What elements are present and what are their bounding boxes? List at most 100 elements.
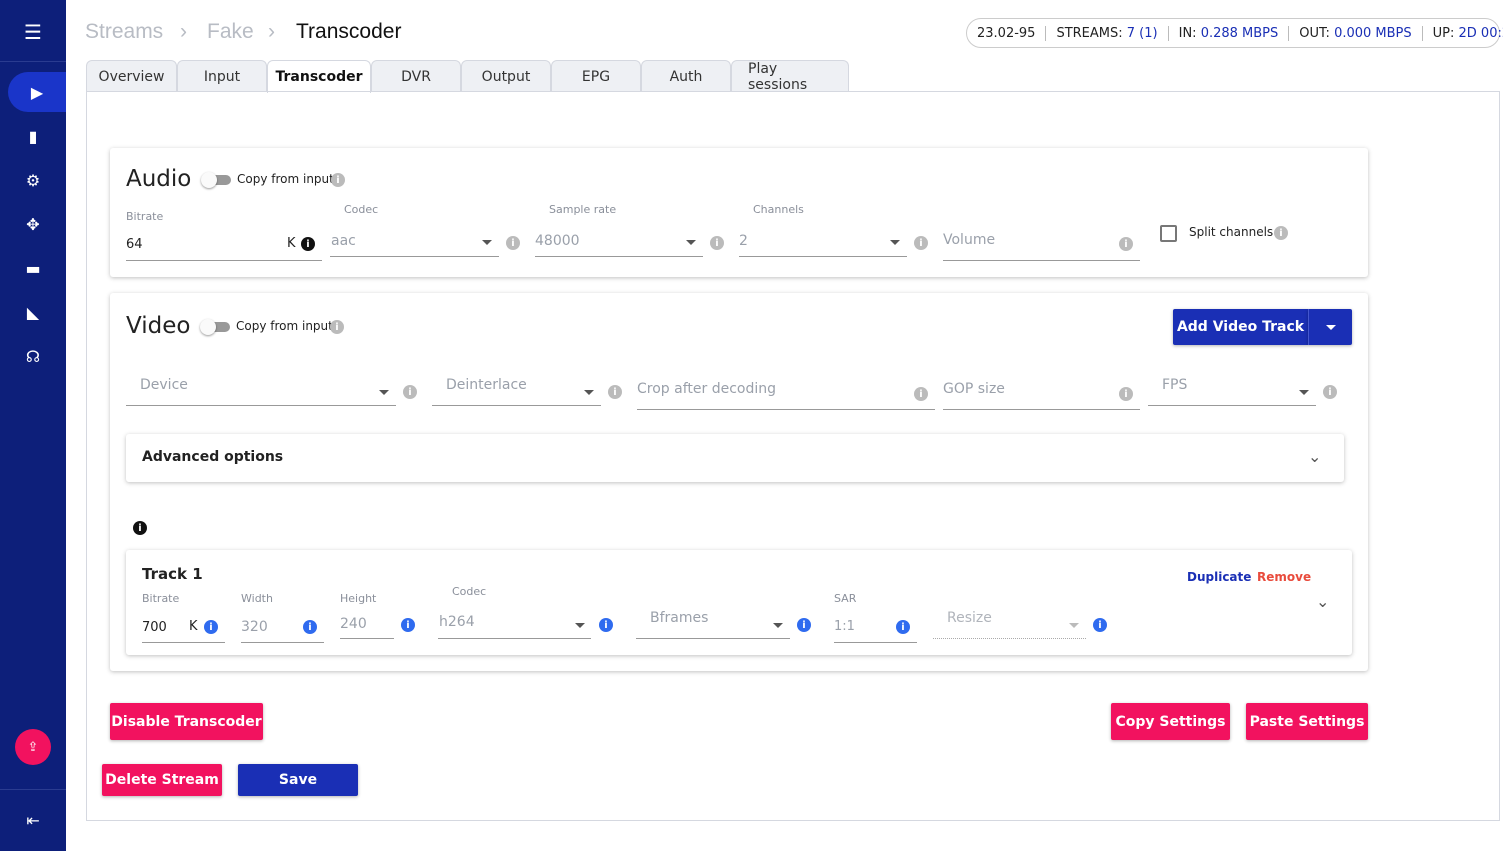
info-icon[interactable]: i	[1274, 226, 1288, 240]
caret-down-icon[interactable]	[482, 240, 492, 245]
chevron-down-icon[interactable]: ⌄	[1308, 447, 1322, 466]
audio-copy-toggle[interactable]	[201, 172, 231, 188]
monitor-icon[interactable]: ▬	[25, 258, 41, 278]
audio-bitrate-input[interactable]: 64	[126, 237, 143, 252]
track-codec-select[interactable]: h264	[439, 614, 475, 630]
info-icon[interactable]: i	[1119, 237, 1133, 251]
video-copy-label: Copy from input	[236, 319, 333, 333]
tab-play-sessions[interactable]: Play sessions	[731, 60, 849, 93]
sar-input[interactable]: 1:1	[834, 619, 855, 634]
info-icon[interactable]: i	[914, 236, 928, 250]
disable-transcoder-button[interactable]: Disable Transcoder	[110, 703, 263, 740]
advanced-options-label[interactable]: Advanced options	[142, 449, 284, 465]
headset-icon[interactable]: ☊	[25, 346, 41, 366]
breadcrumb-fake[interactable]: Fake	[207, 20, 254, 43]
bitrate-unit: K	[287, 236, 296, 251]
caret-down-icon[interactable]	[379, 390, 389, 395]
info-icon[interactable]: i	[301, 237, 315, 251]
device-select[interactable]: Device	[140, 377, 188, 393]
info-icon[interactable]: i	[133, 521, 147, 535]
info-icon[interactable]: i	[1119, 387, 1133, 401]
track-bitrate-input[interactable]: 700	[142, 620, 167, 635]
underline	[637, 409, 935, 410]
tab-dvr[interactable]: DVR	[371, 60, 461, 92]
upload-icon[interactable]: ⇪	[15, 729, 51, 765]
video-copy-toggle[interactable]	[200, 319, 230, 335]
info-icon[interactable]: i	[506, 236, 520, 250]
remove-button[interactable]: Remove	[1257, 570, 1312, 584]
underline	[330, 256, 499, 257]
tab-auth[interactable]: Auth	[641, 60, 731, 92]
height-input[interactable]: 240	[340, 616, 367, 632]
save-button[interactable]: Save	[238, 764, 358, 796]
split-channels-label: Split channels	[1189, 225, 1274, 239]
crop-input[interactable]: Crop after decoding	[637, 381, 776, 397]
width-input[interactable]: 320	[241, 619, 268, 635]
caret-down-icon[interactable]	[686, 240, 696, 245]
advanced-options-panel[interactable]	[126, 434, 1344, 482]
info-icon[interactable]: i	[1323, 385, 1337, 399]
caret-down-icon[interactable]	[575, 623, 585, 628]
track-title: Track 1	[142, 565, 203, 583]
underline	[636, 638, 790, 639]
info-icon[interactable]: i	[331, 173, 345, 187]
underline	[1148, 405, 1316, 406]
page-title: Transcoder	[296, 20, 402, 43]
fps-select[interactable]: FPS	[1162, 377, 1188, 393]
delete-stream-button[interactable]: Delete Stream	[102, 764, 222, 796]
track-bitrate-label: Bitrate	[142, 592, 180, 605]
caret-down-icon[interactable]	[1299, 390, 1309, 395]
channels-select[interactable]: 2	[739, 233, 748, 249]
volume-input[interactable]: Volume	[943, 232, 996, 248]
info-icon[interactable]: i	[403, 385, 417, 399]
caret-down-icon[interactable]	[584, 390, 594, 395]
streams-count: STREAMS: 7 (1)	[1046, 25, 1169, 41]
underline	[943, 409, 1140, 410]
audio-copy-label: Copy from input	[237, 172, 334, 186]
info-icon[interactable]: i	[1093, 618, 1107, 632]
gear-icon[interactable]: ⚙	[25, 170, 41, 190]
tab-overview[interactable]: Overview	[86, 60, 177, 92]
info-icon[interactable]: i	[914, 387, 928, 401]
split-channels-checkbox[interactable]	[1160, 225, 1177, 242]
info-icon[interactable]: i	[797, 618, 811, 632]
info-icon[interactable]: i	[303, 620, 317, 634]
menu-icon[interactable]: ☰	[24, 20, 42, 44]
resize-select[interactable]: Resize	[947, 610, 992, 626]
bar-chart-icon[interactable]: ▮	[28, 126, 38, 146]
tab-epg[interactable]: EPG	[551, 60, 641, 92]
deinterlace-select[interactable]: Deinterlace	[446, 377, 527, 393]
logout-icon[interactable]: ⇤	[26, 810, 40, 830]
info-icon[interactable]: i	[204, 620, 218, 634]
sample-rate-select[interactable]: 48000	[535, 233, 580, 249]
chevron-down-icon[interactable]: ⌄	[1316, 592, 1330, 611]
add-video-track-button[interactable]: Add Video Track	[1173, 309, 1308, 345]
streams-play-icon[interactable]: ▶	[8, 72, 66, 112]
copy-settings-button[interactable]: Copy Settings	[1111, 703, 1230, 740]
audio-codec-select[interactable]: aac	[331, 233, 356, 249]
tab-transcoder[interactable]: Transcoder	[267, 60, 371, 93]
duplicate-button[interactable]: Duplicate	[1187, 570, 1252, 584]
network-icon[interactable]: ✥	[26, 214, 40, 234]
gop-input[interactable]: GOP size	[943, 381, 1005, 397]
info-icon[interactable]: i	[608, 385, 622, 399]
info-icon[interactable]: i	[401, 618, 415, 632]
tab-output[interactable]: Output	[461, 60, 551, 92]
info-icon[interactable]: i	[710, 236, 724, 250]
in-rate: IN: 0.288 MBPS	[1169, 25, 1290, 41]
breadcrumb-streams[interactable]: Streams	[85, 20, 164, 43]
caret-down-icon	[1325, 324, 1336, 330]
bframes-select[interactable]: Bframes	[650, 610, 709, 626]
caret-down-icon[interactable]	[773, 623, 783, 628]
add-track-dropdown-button[interactable]	[1308, 309, 1352, 345]
caret-down-icon[interactable]	[1069, 623, 1079, 628]
caret-down-icon[interactable]	[890, 240, 900, 245]
tab-input[interactable]: Input	[177, 60, 267, 92]
underline	[535, 256, 703, 257]
info-icon[interactable]: i	[896, 620, 910, 634]
uptime: UP: 2D 00:24:01	[1432, 25, 1503, 41]
camera-icon[interactable]: ◣	[26, 302, 40, 322]
paste-settings-button[interactable]: Paste Settings	[1246, 703, 1368, 740]
info-icon[interactable]: i	[330, 320, 344, 334]
info-icon[interactable]: i	[599, 618, 613, 632]
